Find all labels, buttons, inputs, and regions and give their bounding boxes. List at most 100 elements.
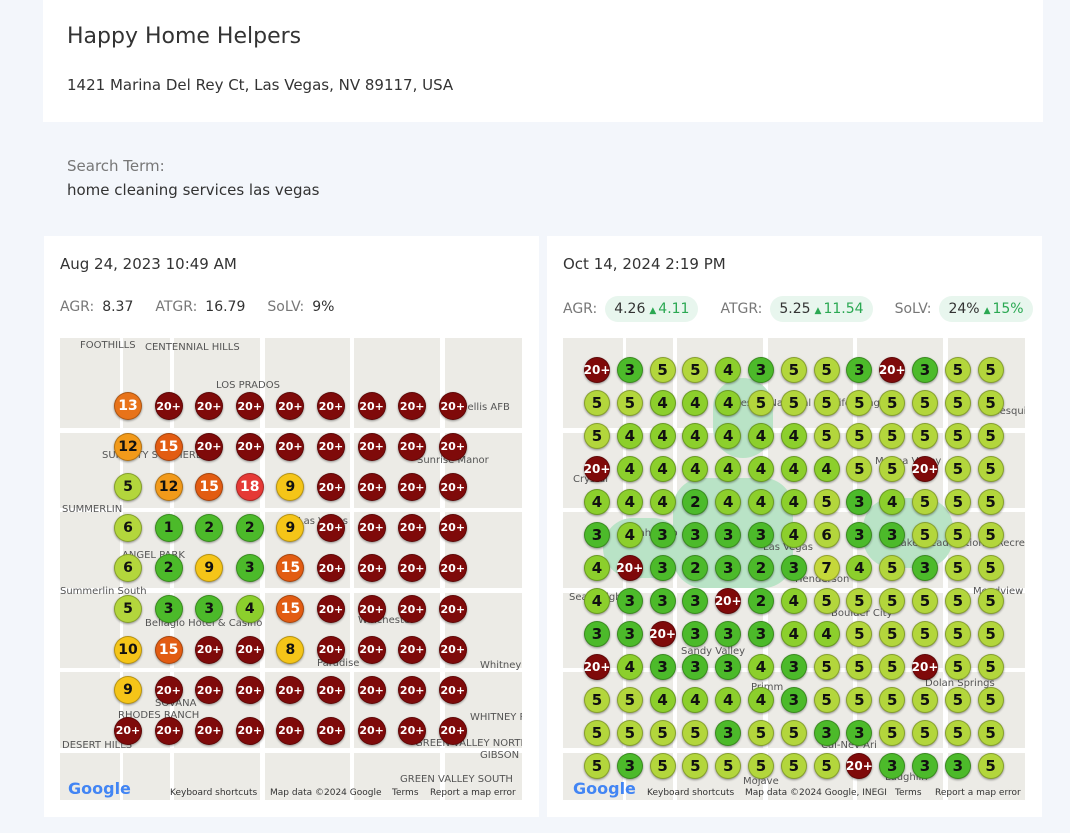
rank-marker[interactable]: 3 xyxy=(715,522,742,548)
rank-marker[interactable]: 4 xyxy=(813,456,840,482)
rank-marker[interactable]: 20+ xyxy=(398,392,427,420)
rank-marker[interactable]: 2 xyxy=(235,513,264,542)
rank-marker[interactable]: 20+ xyxy=(398,513,427,542)
rank-marker[interactable]: 5 xyxy=(977,522,1004,548)
rank-marker[interactable]: 20+ xyxy=(398,432,427,461)
rank-marker[interactable]: 5 xyxy=(944,654,971,680)
rank-marker[interactable]: 5 xyxy=(944,621,971,647)
rank-marker[interactable]: 20+ xyxy=(317,432,345,461)
rank-marker[interactable]: 5 xyxy=(649,357,676,383)
rank-marker[interactable]: 20+ xyxy=(235,635,264,664)
rank-marker[interactable]: 5 xyxy=(748,390,774,416)
rank-marker[interactable]: 3 xyxy=(715,720,742,746)
rank-marker[interactable]: 3 xyxy=(715,654,742,680)
rank-marker[interactable]: 5 xyxy=(912,423,938,449)
rank-marker[interactable]: 20+ xyxy=(438,392,467,420)
rank-marker[interactable]: 3 xyxy=(912,753,938,779)
rank-marker[interactable]: 5 xyxy=(944,588,971,614)
rank-marker[interactable]: 5 xyxy=(584,423,610,449)
rank-marker[interactable]: 20+ xyxy=(357,716,386,745)
rank-marker[interactable]: 4 xyxy=(235,595,264,623)
rank-marker[interactable]: 6 xyxy=(813,522,840,548)
rank-marker[interactable]: 3 xyxy=(715,621,742,647)
rank-marker[interactable]: 20+ xyxy=(357,432,386,461)
rank-marker[interactable]: 20+ xyxy=(398,595,427,623)
rank-marker[interactable]: 5 xyxy=(879,720,906,746)
rank-marker[interactable]: 20+ xyxy=(276,432,305,461)
rank-marker[interactable]: 3 xyxy=(195,595,224,623)
rank-marker[interactable]: 3 xyxy=(780,687,807,713)
rank-marker[interactable]: 20+ xyxy=(357,635,386,664)
rank-marker[interactable]: 20+ xyxy=(584,654,610,680)
rank-marker[interactable]: 4 xyxy=(748,423,774,449)
rank-marker[interactable]: 5 xyxy=(977,654,1004,680)
rank-marker[interactable]: 3 xyxy=(715,555,742,581)
rank-marker[interactable]: 5 xyxy=(780,753,807,779)
rank-marker[interactable]: 5 xyxy=(944,687,971,713)
rank-marker[interactable]: 4 xyxy=(682,423,709,449)
rank-marker[interactable]: 2 xyxy=(682,555,709,581)
rank-marker[interactable]: 3 xyxy=(780,654,807,680)
rank-marker[interactable]: 3 xyxy=(780,555,807,581)
rank-marker[interactable]: 20+ xyxy=(114,716,142,745)
rank-marker[interactable]: 20+ xyxy=(276,716,305,745)
rank-marker[interactable]: 20+ xyxy=(715,588,742,614)
rank-marker[interactable]: 3 xyxy=(912,357,938,383)
rank-marker[interactable]: 4 xyxy=(748,654,774,680)
rank-marker[interactable]: 5 xyxy=(616,720,643,746)
rank-marker[interactable]: 4 xyxy=(715,489,742,515)
rank-marker[interactable]: 20+ xyxy=(154,676,183,705)
rank-marker[interactable]: 15 xyxy=(276,554,305,583)
rank-marker[interactable]: 20+ xyxy=(584,456,610,482)
rank-marker[interactable]: 4 xyxy=(748,489,774,515)
rank-marker[interactable]: 4 xyxy=(780,489,807,515)
rank-marker[interactable]: 20+ xyxy=(276,392,305,420)
rank-marker[interactable]: 20+ xyxy=(357,595,386,623)
rank-marker[interactable]: 5 xyxy=(114,473,142,502)
rank-marker[interactable]: 20+ xyxy=(398,716,427,745)
rank-marker[interactable]: 5 xyxy=(813,357,840,383)
rank-marker[interactable]: 20+ xyxy=(317,473,345,502)
rank-marker[interactable]: 5 xyxy=(813,489,840,515)
rank-marker[interactable]: 5 xyxy=(584,390,610,416)
rank-marker[interactable]: 9 xyxy=(114,676,142,705)
rank-marker[interactable]: 4 xyxy=(616,522,643,548)
rank-marker[interactable]: 8 xyxy=(276,635,305,664)
rank-marker[interactable]: 5 xyxy=(616,687,643,713)
rank-marker[interactable]: 20+ xyxy=(317,392,345,420)
rank-marker[interactable]: 20+ xyxy=(398,635,427,664)
rank-marker[interactable]: 4 xyxy=(682,390,709,416)
rank-marker[interactable]: 5 xyxy=(977,357,1004,383)
rank-marker[interactable]: 5 xyxy=(682,357,709,383)
rank-marker[interactable]: 4 xyxy=(715,687,742,713)
rank-marker[interactable]: 4 xyxy=(649,489,676,515)
map-footer-link[interactable]: Terms xyxy=(392,788,419,798)
rank-marker[interactable]: 5 xyxy=(912,621,938,647)
rank-marker[interactable]: 4 xyxy=(584,588,610,614)
rank-marker[interactable]: 5 xyxy=(977,555,1004,581)
rank-marker[interactable]: 3 xyxy=(616,588,643,614)
rank-marker[interactable]: 4 xyxy=(616,489,643,515)
rank-marker[interactable]: 5 xyxy=(616,390,643,416)
rank-marker[interactable]: 20+ xyxy=(317,716,345,745)
rank-marker[interactable]: 20+ xyxy=(357,554,386,583)
rank-marker[interactable]: 4 xyxy=(649,423,676,449)
rank-marker[interactable]: 4 xyxy=(649,390,676,416)
rank-marker[interactable]: 20+ xyxy=(438,676,467,705)
map-footer-link[interactable]: Keyboard shortcuts xyxy=(170,788,258,798)
rank-marker[interactable]: 3 xyxy=(682,621,709,647)
rank-marker[interactable]: 6 xyxy=(114,554,142,583)
rank-marker[interactable]: 20+ xyxy=(195,432,224,461)
rank-marker[interactable]: 5 xyxy=(813,390,840,416)
map-footer-link[interactable]: Terms xyxy=(895,788,922,798)
rank-marker[interactable]: 5 xyxy=(715,753,742,779)
rank-marker[interactable]: 5 xyxy=(813,423,840,449)
rank-marker[interactable]: 20+ xyxy=(912,456,938,482)
rank-marker[interactable]: 5 xyxy=(846,687,873,713)
rank-marker[interactable]: 2 xyxy=(748,588,774,614)
rank-marker[interactable]: 20+ xyxy=(317,635,345,664)
rank-marker[interactable]: 5 xyxy=(114,595,142,623)
rank-marker[interactable]: 4 xyxy=(616,456,643,482)
rank-marker[interactable]: 5 xyxy=(879,588,906,614)
rank-marker[interactable]: 20+ xyxy=(357,513,386,542)
